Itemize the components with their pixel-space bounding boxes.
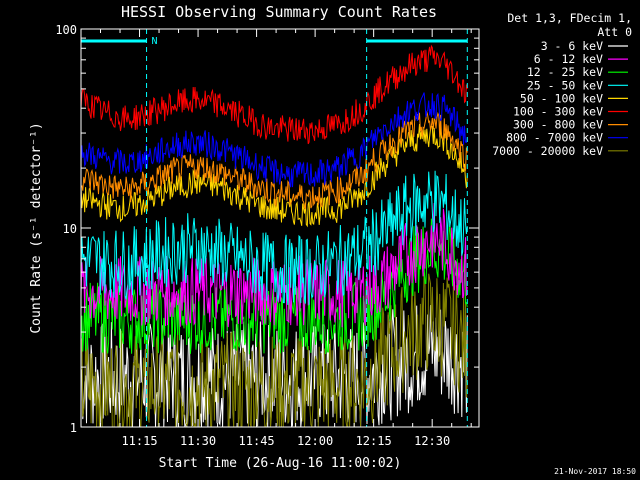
series-line-5 [81,44,468,145]
x-axis-label: Start Time (26-Aug-16 11:00:02) [159,456,402,471]
legend-label: 50 - 100 keV [520,91,603,105]
x-axis: 11:15 11:30 11:45 12:00 12:15 12:30 [100,29,472,448]
legend-header-line-2: Att 0 [597,25,632,39]
y-tick-label: 1 [70,421,77,435]
y-tick-label: 100 [55,23,77,37]
y-axis: 1 10 100 [55,23,479,435]
x-tick-label: 11:30 [180,434,216,448]
series-line-8 [81,272,468,427]
legend-label: 12 - 25 keV [527,65,603,79]
chart-title: HESSI Observing Summary Count Rates [121,3,437,21]
y-tick-label: 10 [63,222,77,236]
x-tick-label: 11:15 [121,434,157,448]
legend-header-line-1: Det 1,3, FDecim 1, [507,11,632,25]
legend-label: 3 - 6 keV [541,39,603,53]
legend-label: 800 - 7000 keV [506,131,603,145]
x-tick-label: 12:30 [414,434,450,448]
legend-label: 300 - 800 keV [513,118,603,132]
y-axis-label: Count Rate (s⁻¹ detector⁻¹) [29,122,44,333]
legend-label: 100 - 300 keV [513,105,603,119]
series-line-3 [81,170,468,305]
x-tick-label: 12:00 [297,434,333,448]
legend-label: 25 - 50 keV [527,78,603,92]
x-tick-label: 12:15 [356,434,392,448]
series-line-4 [81,123,468,228]
legend-label: 7000 - 20000 keV [492,144,603,158]
series-line-7 [81,92,468,188]
series-line-2 [81,218,468,355]
footer-timestamp: 21-Nov-2017 18:50 [554,467,636,476]
night-marker-label: N [152,36,158,47]
legend-label: 6 - 12 keV [534,52,603,66]
x-tick-label: 11:45 [239,434,275,448]
